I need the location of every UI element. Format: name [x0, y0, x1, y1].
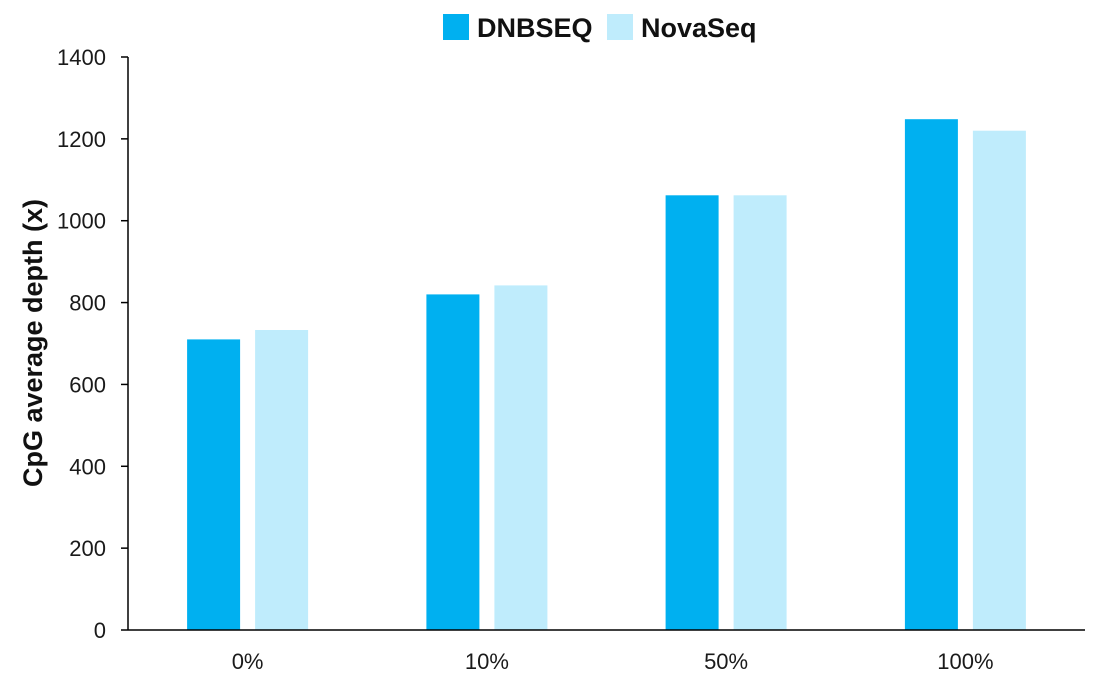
legend-label-dnbseq: DNBSEQ [477, 13, 593, 43]
y-tick-label: 800 [69, 291, 106, 316]
y-axis-title: CpG average depth (x) [18, 199, 48, 487]
y-tick-label: 400 [69, 454, 106, 479]
x-tick-label: 100% [937, 649, 993, 674]
x-axis: 0% 10% 50% 100% [128, 629, 1085, 674]
bar-novaseq-100pct [972, 130, 1026, 630]
y-tick-label: 0 [94, 618, 106, 643]
bars [187, 119, 1026, 631]
bar-dnbseq-100pct [904, 119, 958, 630]
y-tick-label: 1000 [57, 209, 106, 234]
bar-dnbseq-0pct [187, 339, 241, 630]
bar-novaseq-0pct [255, 330, 309, 630]
y-tick-label: 1200 [57, 127, 106, 152]
bar-novaseq-50pct [733, 195, 787, 631]
bar-novaseq-10pct [494, 285, 548, 630]
bar-dnbseq-50pct [665, 195, 719, 631]
legend-swatch-dnbseq [443, 14, 469, 40]
x-tick-label: 0% [232, 649, 264, 674]
legend-label-novaseq: NovaSeq [641, 13, 757, 43]
x-tick-label: 50% [704, 649, 748, 674]
y-tick-label: 600 [69, 372, 106, 397]
legend: DNBSEQ NovaSeq [443, 13, 757, 43]
x-tick-label: 10% [465, 649, 509, 674]
y-tick-label: 200 [69, 536, 106, 561]
legend-swatch-novaseq [607, 14, 633, 40]
y-tick-label: 1400 [57, 45, 106, 70]
bar-dnbseq-10pct [426, 294, 480, 630]
y-axis: 0 200 400 600 800 1000 1200 1400 [57, 45, 129, 643]
